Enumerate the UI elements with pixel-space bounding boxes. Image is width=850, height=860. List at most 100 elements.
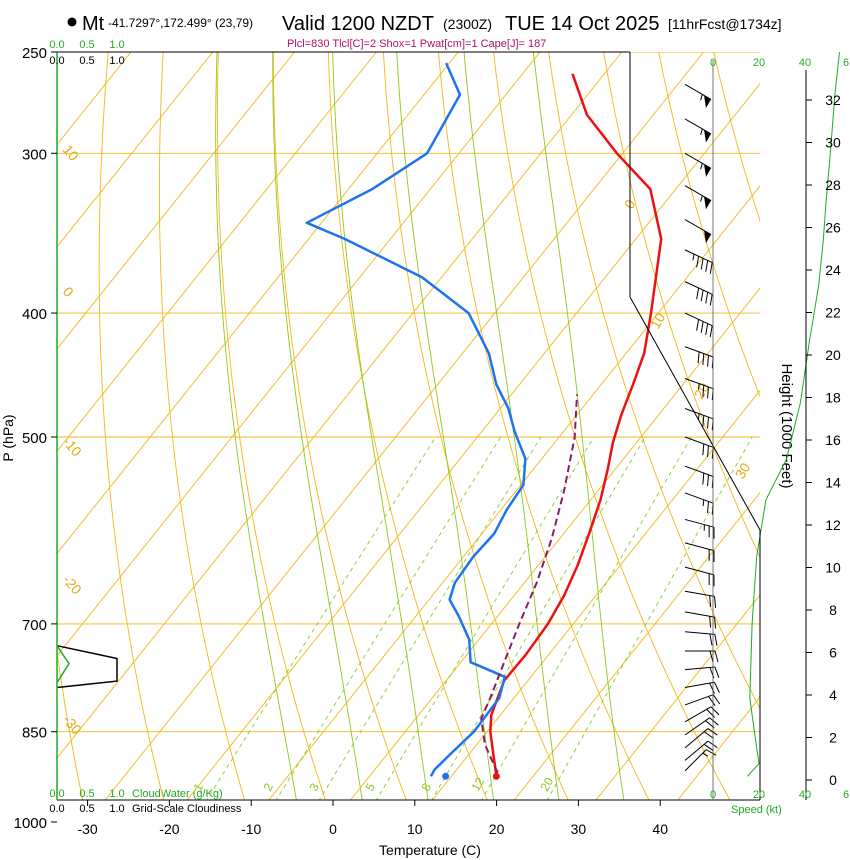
isotherm-line [104,52,704,800]
sounding-series [305,62,663,777]
wind-barb-icon [684,118,712,143]
mixing-ratio-line [275,436,502,800]
height-tick-label: 0 [829,772,837,788]
y-tick-label: 400 [22,306,47,323]
wind-speed-tick-bottom: 20 [753,789,765,801]
cloudiness-tick-bottom: 0.5 [79,803,94,815]
y-tick-label: 250 [22,45,47,62]
dry-adiabat-line [493,52,731,800]
wind-barb-icon [684,666,720,679]
cloudwater-tick-bottom: 0.5 [79,788,94,800]
y-tick-label: 300 [22,146,47,163]
cloudiness-profile [56,644,118,689]
y-tick-label: 700 [22,617,47,634]
isotherm-line [186,83,760,800]
mixing-ratio-line [481,436,692,800]
dry-adiabat-line [57,648,84,800]
cloudwater-tick-top: 0.0 [49,39,64,51]
isotherm-label: 10 [60,142,82,164]
cloudwater-label: CloudWater (g/Kg) [132,788,223,800]
cloudwater-tick-top: 0.5 [79,39,94,51]
mixing-ratio-line [375,436,595,800]
isotherm-line [350,287,760,800]
height-axis-title: Height (1000 Feet) [778,363,795,488]
y-tick-label: 500 [22,430,47,447]
x-axis-title: Temperature (C) [379,842,481,858]
isotherm-label: -30 [60,712,85,738]
x-tick-label: 10 [407,821,423,837]
isotherm-line [57,52,295,350]
moist-adiabat-line [215,52,297,800]
isotherm-line [595,594,760,800]
parcel-params: Plcl=830 Tlcl[C]=2 Shox=1 Pwat[cm]=1 Cap… [287,38,546,50]
height-tick-label: 20 [825,347,841,363]
wind-barb-icon [684,492,714,515]
isotherm-label: 0 [60,284,77,300]
height-tick-label: 6 [829,645,837,661]
wind-barb-icon [684,219,712,244]
dry-adiabat-line [603,52,760,559]
wind-barb-icon [684,378,714,401]
isotherm-label: 30 [732,460,754,482]
isotherm-line [57,52,459,555]
wind-barb-icon [684,465,714,488]
wind-barb-icon [684,542,715,563]
wind-barb-icon [684,706,720,723]
dry-adiabat-line [272,52,407,800]
cloudiness-tick-top: 1.0 [109,55,124,67]
cloudiness-tick-bottom: 0.0 [49,803,64,815]
wind-speed-tick-bottom: 40 [799,789,811,801]
y-tick-label: 1000 [14,815,47,832]
wind-barb-icon [684,152,712,177]
moist-adiabat-line [532,52,625,800]
wind-barb-icon [684,83,712,109]
isotherm-label: -20 [60,572,85,598]
surface-temperature-marker [492,772,500,780]
isotherm-label: -10 [60,434,85,460]
dry-adiabat-line [382,52,569,800]
moist-adiabat-line [272,52,363,800]
cloudiness-tick-top: 0.0 [49,55,64,67]
surface-dewpoint-marker [442,772,450,780]
wind-speed-tick-bottom: 0 [710,789,716,801]
valid-time: Valid 1200 NZDT [282,13,434,35]
cloudiness-tick-top: 0.5 [79,55,94,67]
valid-date: TUE 14 Oct 2025 [505,13,660,35]
wind-barb-icon [684,631,718,646]
wind-barb-icon [684,408,714,431]
right-frame-diagonal [629,296,761,531]
mixing-ratio-line [546,436,753,800]
x-tick-label: -10 [241,821,261,837]
wind-barb-icon [684,281,713,306]
cloudwater-tick-bottom: 1.0 [109,788,124,800]
parcel-line [480,394,578,774]
cloudiness-label: Grid-Scale Cloudiness [132,803,242,815]
height-tick-label: 4 [829,687,837,703]
wind-speed-tick-bottom: 6 [843,789,849,801]
height-tick-label: 22 [825,305,841,321]
mixing-ratio-line [318,436,542,800]
site-coords: -41.7297°,172.499° (23,79) [108,16,253,30]
height-tick-label: 10 [825,560,841,576]
wind-barb-icon [684,694,721,707]
wind-barb-icon [684,650,719,663]
height-tick-label: 2 [829,730,837,746]
mixing-ratio-label: 12 [468,775,487,794]
utc-time: (2300Z) [443,16,492,32]
height-tick-label: 26 [825,220,841,236]
site-name: Mt [82,13,105,35]
wind-speed-label: Speed (kt) [731,804,782,816]
x-tick-label: -30 [77,821,97,837]
height-tick-label: 18 [825,390,841,406]
wind-barb-icon [684,312,713,338]
dry-adiabat-line [98,52,165,800]
mixing-ratio-label: 8 [418,780,434,793]
wind-barb-icon [684,681,720,694]
height-tick-label: 32 [825,92,841,108]
y-axis-title: P (hPa) [0,414,16,461]
wind-barb-icon [684,249,713,274]
dry-adiabat-line [158,52,246,800]
x-tick-label: 40 [652,821,668,837]
dry-adiabat-line [216,52,326,800]
